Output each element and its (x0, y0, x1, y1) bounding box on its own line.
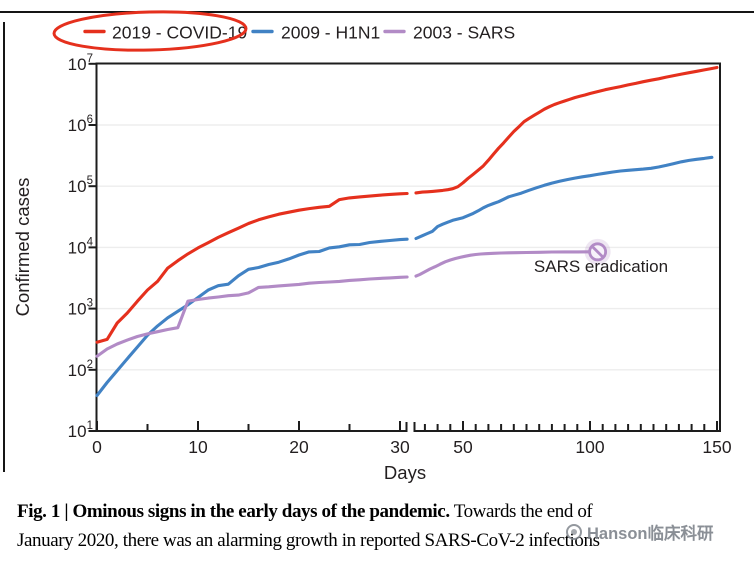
x-tick-label: 50 (453, 437, 473, 457)
left-border-rule (3, 22, 5, 472)
series-line-2009-h1n1 (414, 155, 714, 241)
y-tick-label: 105 (68, 175, 93, 196)
annotation-layer: SARS eradication (534, 238, 668, 276)
legend-label: 2019 - COVID-19 (112, 23, 247, 43)
eradication-label: SARS eradication (534, 257, 668, 276)
x-tick-label: 150 (702, 437, 731, 457)
caption-line-2: January 2020, there was an alarming grow… (17, 530, 600, 551)
caption-line1-rest: Towards the end of (453, 501, 593, 522)
gridlines (96, 124, 720, 371)
series-line-2009-h1n1 (95, 237, 409, 398)
watermark: Hanson临床科研 (566, 520, 714, 544)
legend: 2019 - COVID-19 2009 - H1N1 2003 - SARS (52, 10, 515, 52)
x-tick-label: 0 (92, 437, 102, 457)
x-axis-title: Days (384, 462, 426, 483)
y-tick-label: 101 (68, 420, 93, 441)
figure-caption: Fig. 1 | Ominous signs in the early days… (17, 497, 751, 555)
y-tick-label: 104 (68, 236, 94, 257)
y-tick-label: 106 (68, 114, 93, 135)
pandemic-comparison-line-chart: 101 102 103 104 105 106 107 0 10 20 30 50 100 150 Days… (12, 10, 732, 483)
series-line-2003-sars (414, 250, 600, 278)
top-border-rule (0, 11, 754, 13)
legend-label: 2003 - SARS (413, 23, 515, 43)
y-tick-label: 102 (68, 359, 93, 380)
no-entry-icon-slash (591, 245, 605, 259)
series-line-2019-covid-19 (414, 65, 719, 195)
y-tick-label: 103 (68, 298, 93, 319)
series-line-2019-covid-19 (95, 191, 409, 344)
watermark-text: Hanson临床科研 (587, 525, 714, 543)
watermark-logo-icon (566, 524, 582, 540)
x-tick-label: 10 (188, 437, 208, 457)
legend-label: 2009 - H1N1 (281, 23, 380, 43)
caption-line-1: Fig. 1 | Ominous signs in the early days… (17, 497, 751, 526)
data-series (95, 65, 719, 398)
y-axis-title: Confirmed cases (12, 178, 33, 317)
series-line-2003-sars (95, 275, 409, 358)
caption-title: Fig. 1 | Ominous signs in the early days… (17, 501, 450, 522)
x-tick-label: 100 (575, 437, 604, 457)
legend-highlight-ellipse (52, 10, 248, 52)
x-tick-label: 30 (390, 437, 410, 457)
y-tick-label: 107 (68, 53, 93, 74)
axes: 101 102 103 104 105 106 107 0 10 20 30 50 100 150 Days… (12, 53, 732, 483)
x-tick-label: 20 (289, 437, 309, 457)
